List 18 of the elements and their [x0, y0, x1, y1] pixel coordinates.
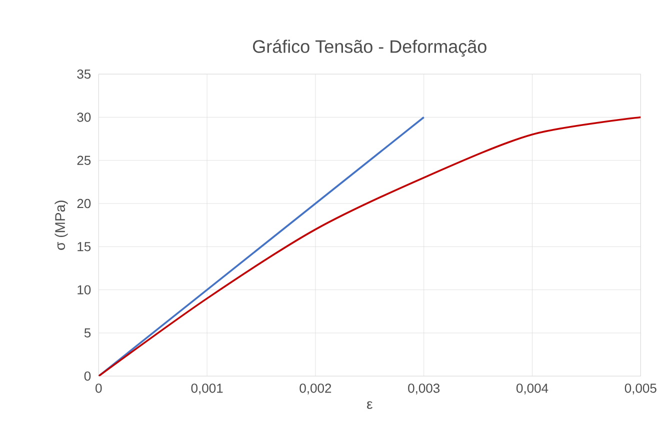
y-tick-label: 0: [84, 371, 91, 381]
y-tick-label: 5: [84, 328, 91, 338]
y-tick-label: 10: [78, 285, 91, 294]
chart-title: Gráfico Tensão - Deformação: [253, 40, 486, 57]
x-tick-label: 0,004: [516, 384, 548, 394]
y-tick-label: 25: [77, 156, 91, 165]
x-tick-label: 0: [96, 384, 102, 393]
x-tick-label: 0,005: [624, 384, 656, 394]
x-tick-label: 0,001: [191, 384, 223, 394]
y-axis-title: σ (MPa): [54, 200, 68, 250]
y-tick-label: 35: [77, 69, 91, 79]
y-tick-label: 30: [77, 112, 91, 122]
x-axis-title: ε: [367, 401, 372, 409]
y-tick-label: 20: [77, 198, 91, 208]
y-tick-label: 15: [78, 242, 91, 252]
x-tick-label: 0,003: [408, 384, 440, 394]
x-tick-label: 0,002: [300, 384, 332, 394]
line-series: [98, 116, 641, 376]
